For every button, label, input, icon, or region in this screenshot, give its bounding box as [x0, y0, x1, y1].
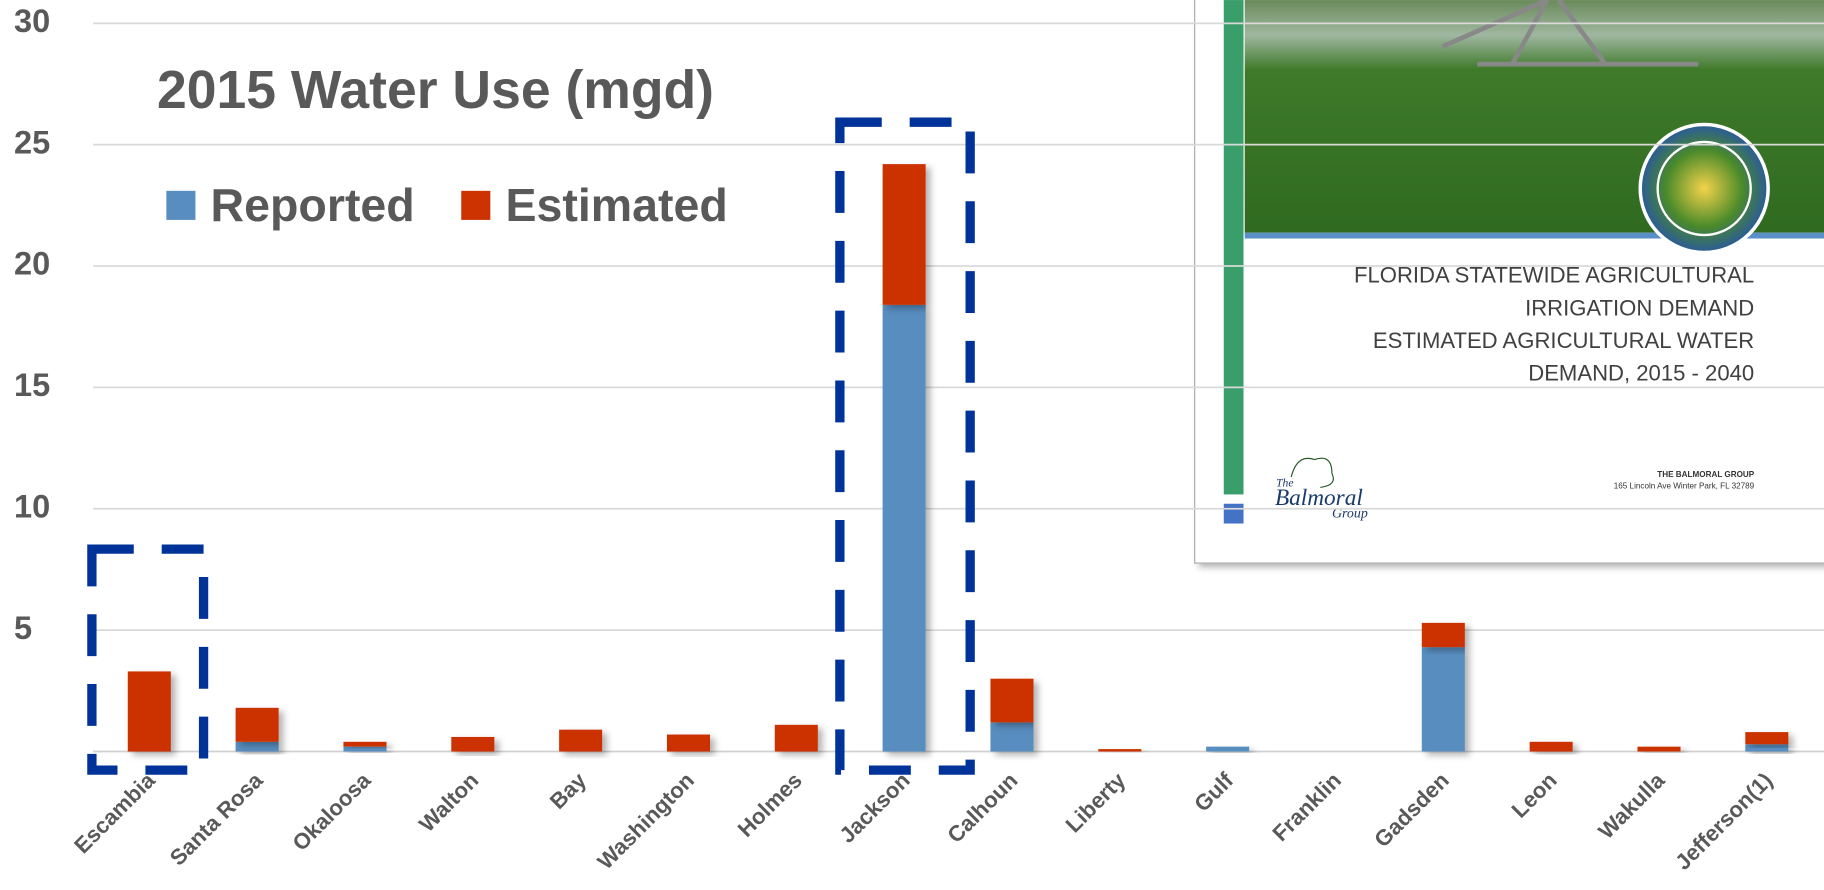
y-tick-label: 5	[14, 610, 32, 646]
bar-segment	[1422, 623, 1465, 647]
bar-segment	[343, 742, 386, 747]
company: THE BALMORAL GROUP	[1657, 470, 1754, 479]
bar-segment	[236, 708, 279, 742]
x-tick-label: Washington	[593, 768, 699, 874]
bar-segment	[1098, 749, 1141, 751]
chart: FLORIDA STATEWIDE AGRICULTURAL IRRIGATIO…	[0, 0, 1824, 890]
x-tick-label: Escambia	[69, 767, 160, 858]
address: 165 Lincoln Ave Winter Park, FL 32789	[1614, 482, 1755, 491]
legend-label: Estimated	[505, 179, 727, 231]
bar-segment	[1422, 647, 1465, 751]
seal	[1640, 125, 1768, 253]
page: FLORIDA STATEWIDE AGRICULTURAL IRRIGATIO…	[0, 0, 1824, 890]
bar-segment	[990, 679, 1033, 723]
bar-segment	[1745, 744, 1788, 751]
x-tick-label: Walton	[414, 768, 483, 837]
legend: Reported Estimated	[166, 179, 727, 231]
bar-segment	[1206, 747, 1249, 752]
x-tick-label: Calhoun	[942, 768, 1022, 848]
cover-title: IRRIGATION DEMAND	[1525, 295, 1754, 320]
legend-swatch	[461, 191, 490, 220]
bar-segment	[236, 742, 279, 752]
x-tick-label: Franklin	[1268, 768, 1346, 846]
report-cover: FLORIDA STATEWIDE AGRICULTURAL IRRIGATIO…	[1195, 0, 1824, 563]
bar-segment	[128, 671, 171, 751]
x-tick-label: Liberty	[1061, 767, 1131, 837]
x-tick-label: Jackson	[834, 768, 914, 848]
x-tick-label: Okaloosa	[287, 767, 376, 856]
legend-label: Reported	[211, 179, 415, 231]
cover-title: DEMAND, 2015 - 2040	[1528, 360, 1754, 385]
bar-segment	[343, 747, 386, 752]
legend-swatch	[166, 191, 195, 220]
y-tick-label: 20	[14, 246, 50, 282]
bar-segment	[775, 725, 818, 752]
bar-segment	[883, 164, 926, 305]
x-tick-label: Holmes	[733, 768, 807, 842]
cover-title: ESTIMATED AGRICULTURAL WATER	[1373, 328, 1754, 353]
bar-segment	[990, 722, 1033, 751]
x-tick-label: Santa Rosa	[165, 767, 268, 870]
bar-segment	[1637, 747, 1680, 752]
cover-bar	[1224, 0, 1244, 494]
cover-square	[1224, 504, 1244, 524]
x-tick-label: Bay	[545, 767, 592, 814]
x-tick-label: Jefferson(1)	[1670, 768, 1777, 875]
bar-segment	[559, 730, 602, 752]
x-tick-label: Gulf	[1189, 767, 1238, 816]
x-tick-label: Leon	[1507, 768, 1562, 823]
y-tick-label: 15	[14, 367, 50, 403]
bar-segment	[451, 737, 494, 752]
bar-segment	[1530, 742, 1573, 752]
y-tick-label: 30	[14, 3, 50, 39]
y-tick-label: 10	[14, 488, 50, 524]
y-tick-label: 25	[14, 124, 50, 160]
x-tick-label: Gadsden	[1369, 768, 1454, 853]
bar-segment	[883, 305, 926, 752]
bar-segment	[667, 735, 710, 752]
bar-segment	[1745, 732, 1788, 744]
x-tick-label: Wakulla	[1593, 767, 1670, 844]
chart-title: 2015 Water Use (mgd)	[157, 61, 714, 120]
